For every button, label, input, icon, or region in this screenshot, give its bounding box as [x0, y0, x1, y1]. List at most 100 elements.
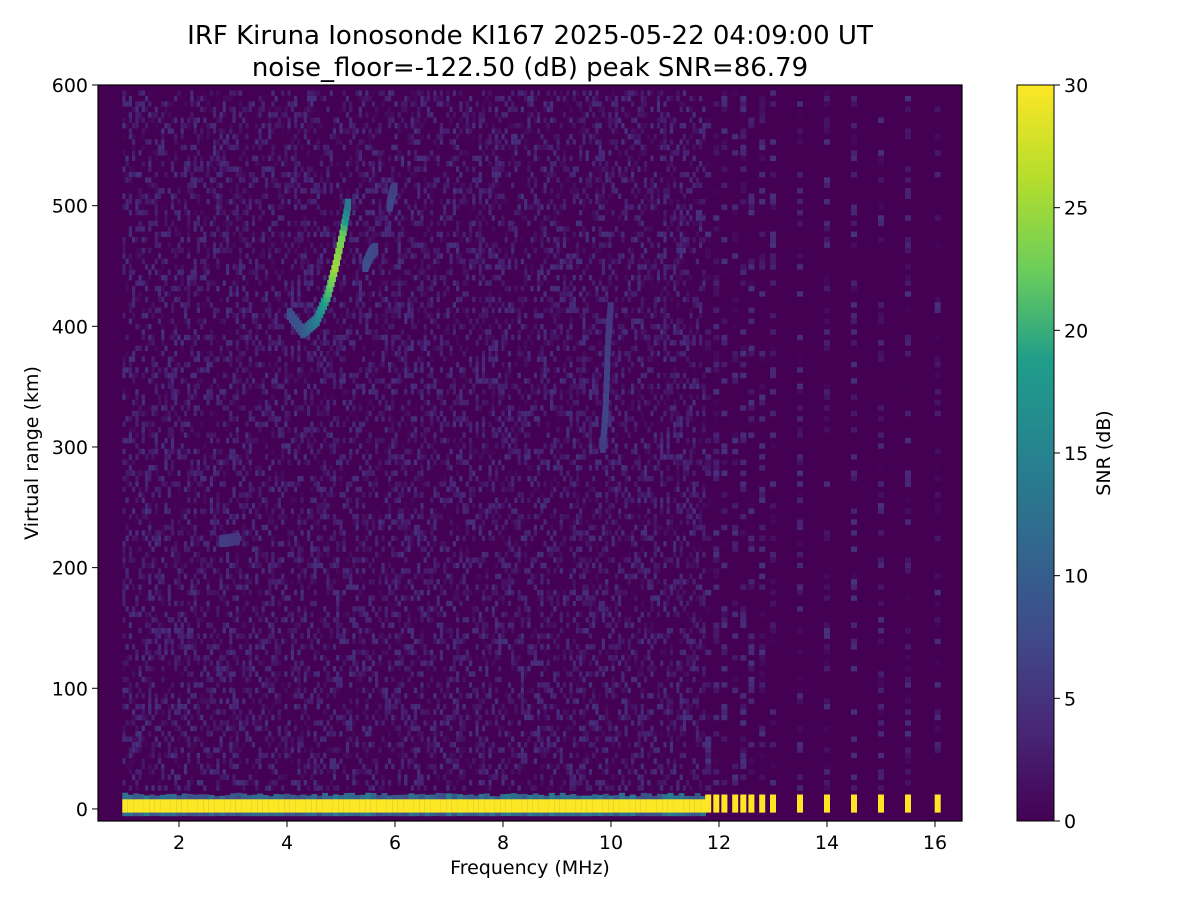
noise-cell — [226, 372, 230, 379]
noise-cell — [138, 687, 142, 694]
noise-cell — [368, 226, 372, 232]
noise-cell — [154, 193, 158, 199]
noise-cell — [251, 199, 256, 205]
noise-cell — [407, 579, 411, 585]
noise-cell — [404, 199, 408, 205]
noise-cell — [378, 676, 382, 683]
noise-cell — [122, 508, 126, 514]
noise-cell — [164, 389, 168, 395]
noise-cell — [287, 628, 291, 634]
noise-cell — [183, 633, 188, 639]
noise-cell — [297, 562, 301, 569]
noise-cell — [268, 709, 272, 715]
noise-cell — [388, 666, 392, 672]
noise-cell — [151, 617, 155, 623]
noise-cell — [157, 579, 162, 585]
noise-cell — [313, 302, 317, 308]
noise-cell — [258, 383, 262, 389]
noise-cell — [294, 204, 298, 210]
noise-cell — [268, 247, 272, 254]
noise-cell — [132, 307, 136, 313]
noise-cell — [384, 405, 388, 411]
noise-cell — [358, 497, 362, 503]
noise-cell — [255, 535, 259, 541]
noise-cell — [332, 644, 337, 650]
noise-cell — [245, 313, 249, 319]
noise-cell — [125, 470, 129, 476]
noise-cell — [268, 117, 272, 123]
noise-cell — [362, 161, 366, 167]
noise-cell — [345, 611, 350, 618]
noise-cell — [407, 437, 411, 444]
noise-cell — [362, 731, 366, 737]
noise-cell — [190, 725, 194, 732]
noise-cell — [404, 470, 408, 476]
noise-cell — [368, 399, 372, 406]
noise-cell — [180, 171, 184, 178]
noise-cell — [281, 128, 285, 134]
noise-cell — [235, 410, 239, 417]
noise-cell — [222, 666, 226, 672]
noise-cell — [180, 644, 184, 650]
noise-cell — [138, 323, 142, 330]
noise-cell — [407, 247, 411, 254]
noise-cell — [196, 714, 200, 721]
noise-cell — [157, 269, 162, 275]
noise-cell — [219, 296, 223, 303]
noise-cell — [242, 199, 246, 205]
noise-cell — [213, 454, 217, 460]
noise-cell — [404, 546, 408, 552]
noise-cell — [290, 611, 294, 618]
noise-cell — [138, 296, 142, 303]
noise-cell — [397, 731, 401, 737]
noise-cell — [141, 117, 145, 123]
noise-cell — [329, 714, 333, 721]
noise-cell — [368, 693, 372, 699]
noise-cell — [222, 503, 226, 509]
noise-cell — [138, 345, 142, 351]
noise-cell — [326, 399, 330, 406]
noise-cell — [375, 302, 379, 308]
noise-cell — [216, 541, 220, 547]
noise-cell — [209, 562, 213, 569]
noise-cell — [391, 470, 395, 476]
noise-cell — [394, 698, 398, 704]
noise-cell — [216, 769, 220, 775]
noise-cell — [271, 557, 275, 563]
noise-cell — [375, 698, 379, 704]
noise-cell — [229, 497, 233, 503]
noise-cell — [128, 117, 132, 123]
noise-cell — [238, 237, 243, 243]
noise-cell — [213, 150, 217, 156]
noise-cell — [394, 470, 398, 476]
noise-cell — [300, 617, 304, 623]
noise-cell — [258, 237, 262, 243]
noise-cell — [203, 318, 207, 324]
noise-cell — [135, 112, 139, 118]
noise-cell — [375, 394, 379, 400]
noise-cell — [164, 215, 168, 221]
noise-cell — [261, 638, 265, 645]
noise-cell — [371, 725, 375, 732]
noise-cell — [154, 736, 158, 742]
noise-cell — [297, 649, 301, 656]
noise-cell — [349, 95, 353, 102]
noise-cell — [300, 220, 304, 227]
noise-cell — [290, 329, 294, 335]
noise-cell — [235, 704, 239, 710]
noise-cell — [326, 465, 330, 471]
noise-cell — [170, 437, 175, 444]
noise-cell — [391, 519, 395, 525]
noise-cell — [323, 334, 327, 341]
noise-cell — [349, 128, 353, 134]
noise-cell — [274, 247, 278, 254]
noise-cell — [151, 752, 155, 759]
noise-cell — [226, 323, 230, 330]
noise-cell — [170, 166, 175, 172]
noise-cell — [232, 671, 236, 677]
noise-cell — [281, 454, 285, 460]
noise-cell — [251, 155, 256, 161]
noise-cell — [226, 649, 230, 656]
noise-cell — [290, 285, 294, 292]
noise-cell — [157, 432, 162, 438]
